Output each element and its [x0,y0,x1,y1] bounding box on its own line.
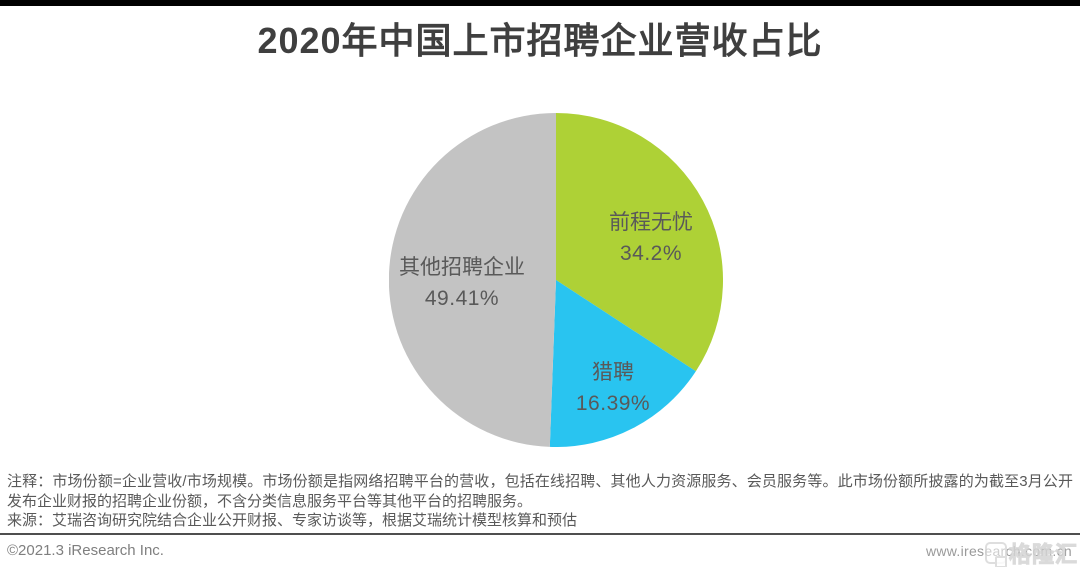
gelonghui-watermark: 格隆汇 [984,537,1078,567]
pie-label-name: 猎聘 [591,361,634,384]
note-text: 注释：市场份额=企业营收/市场规模。市场份额是指网络招聘平台的营收，包括在线招聘… [7,473,1073,510]
gelonghui-logo-icon [984,542,1007,567]
pie-label-value: 16.39% [575,392,651,415]
footnotes: 注释：市场份额=企业营收/市场规模。市场份额是指网络招聘平台的营收，包括在线招聘… [7,472,1073,531]
pie-label-qianchengwuyou: 前程无忧 34.2% [609,207,693,269]
watermark-label: 格隆汇 [1008,542,1078,567]
pie-slice-1 [549,280,696,447]
pie-label-name: 前程无忧 [609,211,693,234]
pie-label-other-companies: 其他招聘企业 49.41% [399,252,525,314]
source-text: 来源：艾瑞咨询研究院结合企业公开财报、专家访谈等，根据艾瑞统计模型核算和预估 [7,512,578,529]
footer-separator-line [0,533,1080,535]
pie-chart: 前程无忧 34.2% 其他招聘企业 49.41% 猎聘 16.39% [389,113,723,447]
top-black-bar [0,0,1080,6]
copyright-text: ©2021.3 iResearch Inc. [7,542,164,559]
page-title: 2020年中国上市招聘企业营收占比 [257,20,823,61]
footer-bar: ©2021.3 iResearch Inc. www.iresearch.com… [0,535,1080,567]
pie-slice-2 [389,113,556,447]
pie-chart-svg [389,113,723,447]
pie-label-name: 其他招聘企业 [399,256,525,279]
pie-slice-0 [556,113,723,372]
pie-label-value: 34.2% [619,242,683,265]
pie-label-value: 49.41% [424,287,500,310]
pie-label-liepin: 猎聘 16.39% [576,357,650,419]
